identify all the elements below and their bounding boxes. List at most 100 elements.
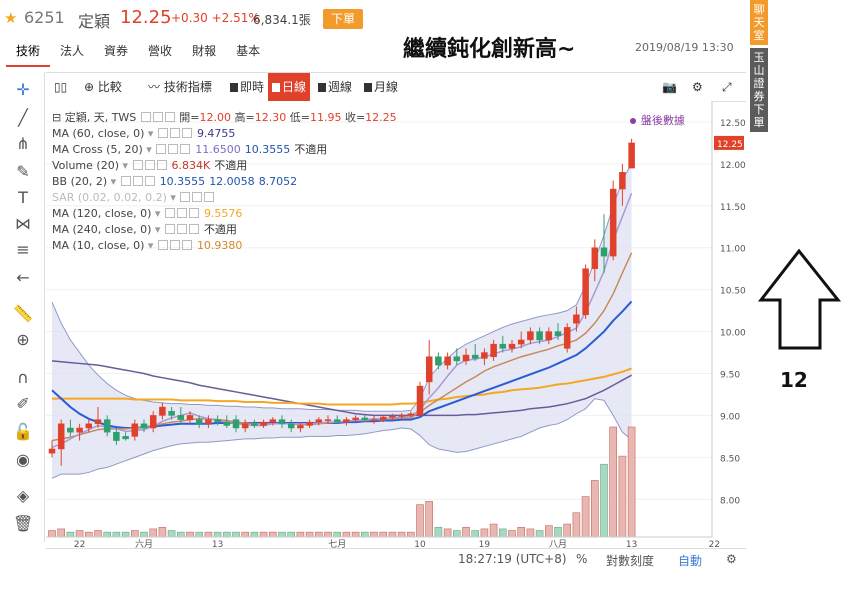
close-icon[interactable] bbox=[188, 224, 199, 234]
tab-financials[interactable]: 財報 bbox=[192, 44, 217, 58]
fibonacci-icon[interactable]: ≡ bbox=[16, 240, 30, 259]
volume-bar bbox=[296, 531, 305, 538]
price-chart[interactable]: 8.00 8.50 9.00 9.50 10.00 10.50 11.00 11.50 12.0… bbox=[46, 101, 746, 548]
zoom-in-icon[interactable]: ⊕ bbox=[16, 330, 30, 349]
close-icon[interactable] bbox=[164, 112, 175, 122]
candle-body bbox=[573, 314, 580, 324]
chevron-down-icon[interactable]: ▾ bbox=[107, 175, 120, 188]
tab-basics[interactable]: 基本 bbox=[236, 44, 261, 58]
volume-bar bbox=[498, 528, 507, 538]
settings-icon[interactable] bbox=[176, 224, 187, 234]
candle-body bbox=[48, 448, 56, 454]
indicators-button[interactable]: 〰 技術指標 bbox=[148, 80, 212, 94]
candle-body bbox=[444, 356, 451, 366]
candle-body bbox=[57, 423, 65, 450]
tab-margin[interactable]: 資券 bbox=[104, 44, 129, 58]
collapse-icon[interactable]: ⊟ bbox=[52, 111, 62, 124]
candle-body bbox=[352, 417, 359, 420]
chevron-down-icon[interactable]: ▾ bbox=[142, 143, 156, 156]
camera-icon[interactable]: 📷 bbox=[662, 80, 677, 94]
tab-revenue[interactable]: 營收 bbox=[148, 44, 173, 58]
dot-icon bbox=[630, 118, 636, 124]
close-icon[interactable] bbox=[181, 240, 192, 250]
chevron-down-icon[interactable]: ▾ bbox=[151, 223, 164, 236]
period-daily[interactable]: 日線 bbox=[268, 73, 311, 101]
tab-institutional[interactable]: 法人 bbox=[60, 44, 85, 58]
text-tool-icon[interactable]: T bbox=[18, 188, 28, 207]
volume-bar bbox=[66, 531, 75, 538]
gear-icon[interactable]: ⚙ bbox=[692, 80, 703, 94]
period-icon bbox=[230, 83, 238, 92]
gear-icon[interactable]: ⚙ bbox=[726, 552, 737, 566]
settings-icon[interactable] bbox=[192, 192, 203, 202]
settings-icon[interactable] bbox=[168, 144, 179, 154]
eye-icon[interactable] bbox=[132, 160, 143, 170]
close-icon[interactable] bbox=[144, 176, 155, 186]
period-monthly[interactable]: 月線 bbox=[360, 73, 402, 101]
eye-icon[interactable]: ◉ bbox=[16, 450, 30, 469]
broker-order-tab[interactable]: 玉山證券下單 bbox=[750, 48, 768, 132]
volume-bar bbox=[314, 531, 323, 538]
close-icon[interactable] bbox=[180, 144, 191, 154]
eye-icon[interactable] bbox=[164, 208, 175, 218]
chevron-down-icon[interactable]: ▾ bbox=[144, 127, 157, 140]
settings-icon[interactable] bbox=[169, 128, 180, 138]
compare-button[interactable]: ⊕ 比較 bbox=[84, 80, 122, 94]
trendline-icon[interactable]: ╱ bbox=[18, 108, 28, 127]
pitchfork-icon[interactable]: ⋔ bbox=[16, 134, 30, 153]
percent-toggle[interactable]: % bbox=[576, 552, 588, 566]
pattern-icon[interactable]: ⋈ bbox=[15, 214, 31, 233]
settings-icon[interactable] bbox=[169, 240, 180, 250]
close-icon[interactable] bbox=[181, 128, 192, 138]
time-tick-label: 七月 bbox=[328, 539, 346, 548]
side-strip: 聊天室 玉山證券下單 bbox=[750, 0, 770, 132]
chat-room-tab[interactable]: 聊天室 bbox=[750, 0, 768, 45]
star-icon[interactable]: ★ bbox=[4, 9, 18, 27]
volume-bar bbox=[434, 526, 443, 538]
candle-body bbox=[619, 172, 626, 190]
bollinger-band bbox=[51, 162, 633, 479]
after-hours-label[interactable]: 盤後數據 bbox=[630, 112, 685, 128]
period-weekly[interactable]: 週線 bbox=[314, 73, 356, 101]
moving-averages bbox=[51, 192, 633, 448]
settings-icon[interactable] bbox=[144, 160, 155, 170]
eye-icon[interactable] bbox=[140, 112, 151, 122]
order-button[interactable]: 下單 bbox=[323, 9, 363, 29]
volume-bar bbox=[195, 531, 203, 538]
eye-icon[interactable] bbox=[164, 224, 175, 234]
chevron-down-icon[interactable]: ▾ bbox=[119, 159, 132, 172]
settings-icon[interactable] bbox=[176, 208, 187, 218]
layers-icon[interactable]: ◈ bbox=[16, 486, 30, 505]
close-icon[interactable] bbox=[156, 160, 167, 170]
back-arrow-icon[interactable]: ← bbox=[16, 268, 30, 287]
eye-icon[interactable] bbox=[157, 128, 168, 138]
lock-icon[interactable]: 🔓 bbox=[13, 422, 33, 441]
candle-body bbox=[278, 419, 286, 425]
close-icon[interactable] bbox=[204, 192, 215, 202]
chevron-down-icon[interactable]: ▾ bbox=[144, 239, 157, 252]
lock-drawing-icon[interactable]: ✐ bbox=[16, 394, 30, 413]
brush-icon[interactable]: ✎ bbox=[16, 162, 30, 181]
eye-icon[interactable] bbox=[120, 176, 131, 186]
eye-icon[interactable] bbox=[157, 240, 168, 250]
volume-bar bbox=[406, 531, 415, 538]
magnet-icon[interactable]: ∩ bbox=[17, 368, 29, 387]
chevron-down-icon[interactable]: ▾ bbox=[166, 191, 180, 204]
ruler-icon[interactable]: 📏 bbox=[13, 304, 33, 323]
candle-type-icon[interactable]: ▯▯ bbox=[54, 80, 68, 94]
log-toggle[interactable]: 對數刻度 bbox=[606, 554, 655, 568]
trash-icon[interactable]: 🗑 bbox=[13, 514, 34, 533]
settings-icon[interactable] bbox=[132, 176, 143, 186]
tab-technical[interactable]: 技術 bbox=[6, 36, 51, 67]
volume-bar bbox=[158, 526, 167, 538]
close-icon[interactable] bbox=[188, 208, 199, 218]
chevron-down-icon[interactable]: ▾ bbox=[151, 207, 164, 220]
fullscreen-icon[interactable]: ⤢ bbox=[722, 80, 732, 94]
candle-body bbox=[554, 331, 562, 337]
period-realtime[interactable]: 即時 bbox=[226, 73, 268, 101]
settings-icon[interactable] bbox=[152, 112, 163, 122]
eye-icon[interactable] bbox=[180, 192, 191, 202]
auto-toggle[interactable]: 自動 bbox=[678, 554, 703, 568]
eye-icon[interactable] bbox=[156, 144, 167, 154]
crosshair-icon[interactable]: ✛ bbox=[16, 80, 30, 99]
